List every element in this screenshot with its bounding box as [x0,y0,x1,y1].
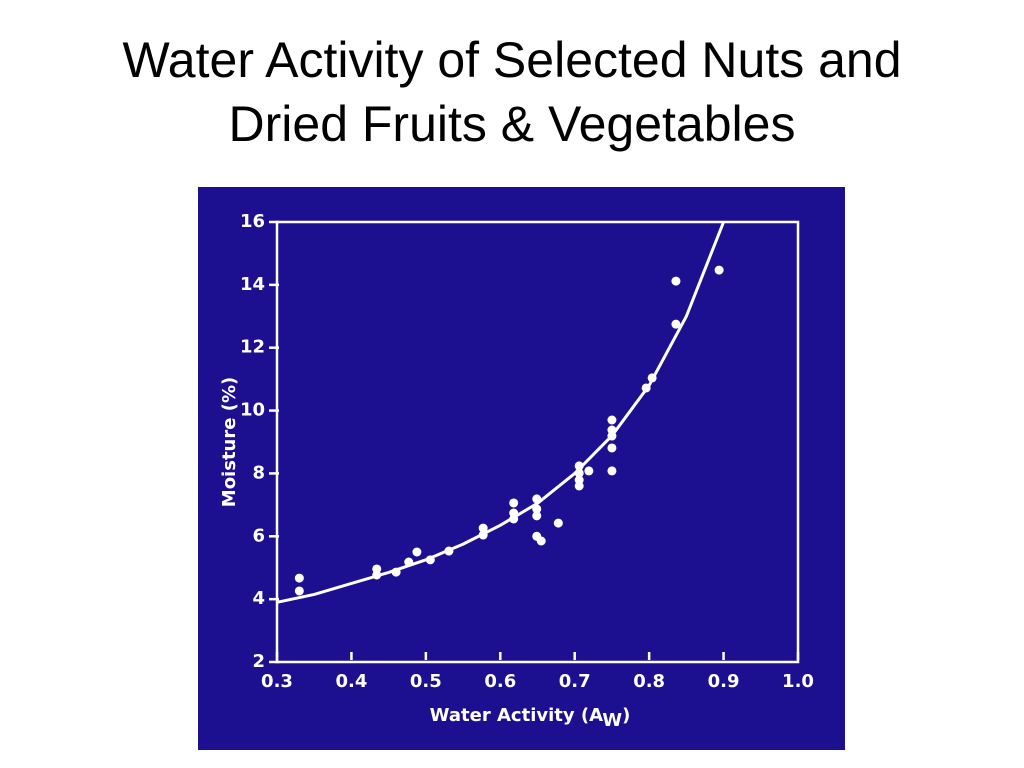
data-point [412,547,422,557]
y-tick-label: 14 [240,274,265,295]
x-tick-label: 1.0 [782,671,814,692]
y-tick-label: 6 [252,525,265,546]
data-point [478,523,488,533]
y-tick-label: 12 [240,337,265,358]
title-line: Water Activity of Selected Nuts and [122,32,902,88]
x-tick-label: 0.6 [484,671,516,692]
data-point [536,536,546,546]
data-point [532,511,542,521]
y-tick-label: 2 [252,651,265,672]
data-point [574,481,584,491]
data-point [553,518,563,528]
y-tick-label: 16 [240,211,265,232]
data-point [509,498,519,508]
y-tick-label: 8 [252,462,265,483]
y-tick-label: 4 [252,588,265,609]
x-tick-label: 0.4 [335,671,367,692]
chart-panel [198,187,845,750]
data-point [607,466,617,476]
data-point [607,443,617,453]
data-point [714,265,724,275]
data-point [584,466,594,476]
data-point [294,573,304,583]
plot-frame [275,220,800,664]
x-label-text: Water Activity (A [430,705,603,726]
data-point [671,319,681,329]
x-tick-label: 0.7 [559,671,591,692]
x-tick-label: 0.9 [708,671,740,692]
y-axis-label: Moisture (%) [219,377,240,507]
y-tick-label: 10 [240,400,265,421]
data-point [294,586,304,596]
x-tick-label: 0.8 [633,671,665,692]
slide-title: Water Activity of Selected Nuts and Drie… [0,28,1024,156]
data-point [607,415,617,425]
x-axis-label: Water Activity (AW) [430,705,631,731]
data-point [671,276,681,286]
x-label-sub: W [602,710,622,731]
title-line: Dried Fruits & Vegetables [228,96,796,152]
x-label-end: ) [622,705,630,726]
x-tick-label: 0.3 [261,671,293,692]
x-tick-label: 0.5 [410,671,442,692]
fit-curve [276,221,725,604]
